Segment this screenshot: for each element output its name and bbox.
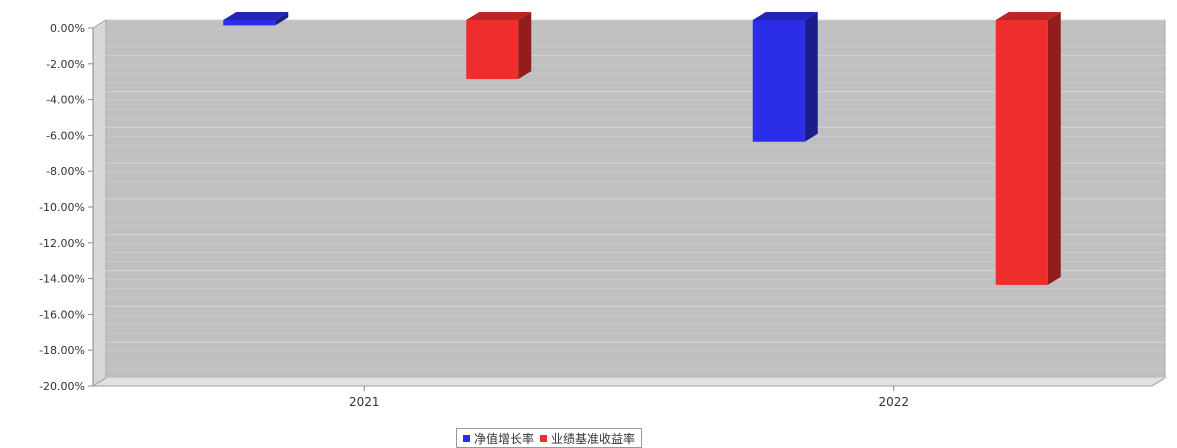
y-tick-label: 0.00% <box>50 22 85 35</box>
legend-item: 净值增长率 <box>463 430 534 447</box>
bar-top <box>995 12 1061 20</box>
x-axis: 2021 2022 <box>349 386 909 409</box>
bar-side <box>1047 12 1061 285</box>
plot-floor <box>91 377 1167 387</box>
bar-2021-s1 <box>223 12 289 26</box>
y-tick-label: -10.00% <box>39 201 85 214</box>
bar-front <box>466 20 519 80</box>
x-tick-label: 2022 <box>878 395 909 409</box>
bar-2022-s2 <box>995 12 1061 285</box>
bar-front <box>752 20 805 142</box>
legend-label: 净值增长率 <box>474 431 535 446</box>
legend-swatch <box>540 434 548 442</box>
gridlines <box>106 19 1165 379</box>
bars <box>223 12 1061 285</box>
bar-front <box>995 20 1048 285</box>
legend-label: 业绩基准收益率 <box>551 431 636 446</box>
bar-2021-s2 <box>466 12 532 80</box>
y-tick-label: -20.00% <box>39 380 85 393</box>
y-tick-label: -6.00% <box>46 129 85 142</box>
bar-side <box>275 12 289 26</box>
bar-front <box>223 20 276 26</box>
y-axis: 0.00% -2.00% -4.00% -6.00% -8.00% -10.00% -12.… <box>39 22 94 393</box>
bar-top <box>223 12 289 20</box>
bar-side <box>518 12 532 80</box>
bar-side <box>804 12 818 142</box>
y-tick-label: -18.00% <box>39 344 85 357</box>
y-tick-label: -2.00% <box>46 58 85 71</box>
bar-top <box>466 12 532 20</box>
y-tick-label: -12.00% <box>39 237 85 250</box>
y-tick-label: -14.00% <box>39 273 85 286</box>
y-tick-label: -8.00% <box>46 165 85 178</box>
bar-top <box>752 12 818 20</box>
y-tick-label: -16.00% <box>39 308 85 321</box>
legend-item: 业绩基准收益率 <box>540 430 635 447</box>
plot-left-wall <box>92 19 107 387</box>
x-tick-label: 2021 <box>349 395 380 409</box>
legend-swatch <box>463 434 470 442</box>
y-tick-label: -4.00% <box>46 94 85 107</box>
legend: 净值增长率 业绩基准收益率 <box>456 428 643 448</box>
bar-2022-s1 <box>752 12 818 142</box>
